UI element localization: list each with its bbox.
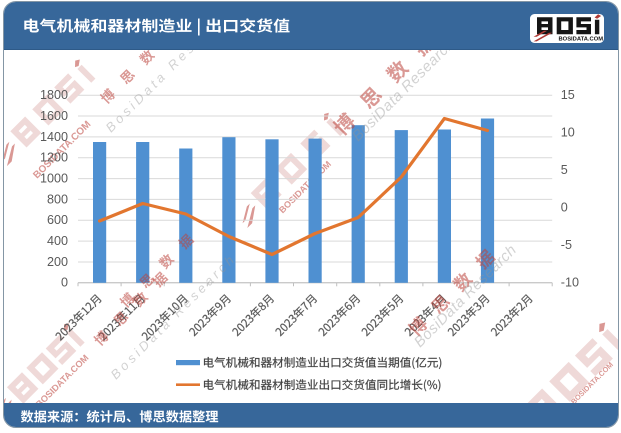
svg-text:1600: 1600	[40, 109, 68, 123]
svg-text:5: 5	[561, 163, 568, 177]
svg-text:BOSIDATA.COM: BOSIDATA.COM	[277, 159, 333, 215]
svg-text:1800: 1800	[40, 88, 68, 102]
svg-text:1200: 1200	[40, 151, 68, 165]
svg-text:-10: -10	[561, 276, 579, 290]
svg-text:200: 200	[47, 255, 68, 269]
svg-text:1400: 1400	[40, 130, 68, 144]
svg-text:BOSIDATA.COM: BOSIDATA.COM	[558, 37, 603, 43]
svg-text:800: 800	[47, 192, 68, 206]
svg-text:600: 600	[47, 213, 68, 227]
svg-text:400: 400	[47, 234, 68, 248]
svg-text:BOSIDATA.COM: BOSIDATA.COM	[31, 119, 93, 181]
svg-text:15: 15	[561, 88, 575, 102]
svg-text:BosiData Research: BosiData Research	[349, 35, 458, 144]
svg-text:10: 10	[561, 126, 575, 140]
svg-text:BOSIDATA.COM: BOSIDATA.COM	[569, 360, 615, 406]
svg-text:1000: 1000	[40, 172, 68, 186]
svg-text:0: 0	[561, 201, 568, 215]
svg-text:BosiData Research: BosiData Research	[108, 250, 240, 382]
svg-text:BosiData Research: BosiData Research	[411, 241, 520, 350]
svg-text:BOSIDATA.COM: BOSIDATA.COM	[34, 352, 91, 409]
svg-text:0: 0	[61, 276, 68, 290]
svg-text:-5: -5	[561, 238, 572, 252]
